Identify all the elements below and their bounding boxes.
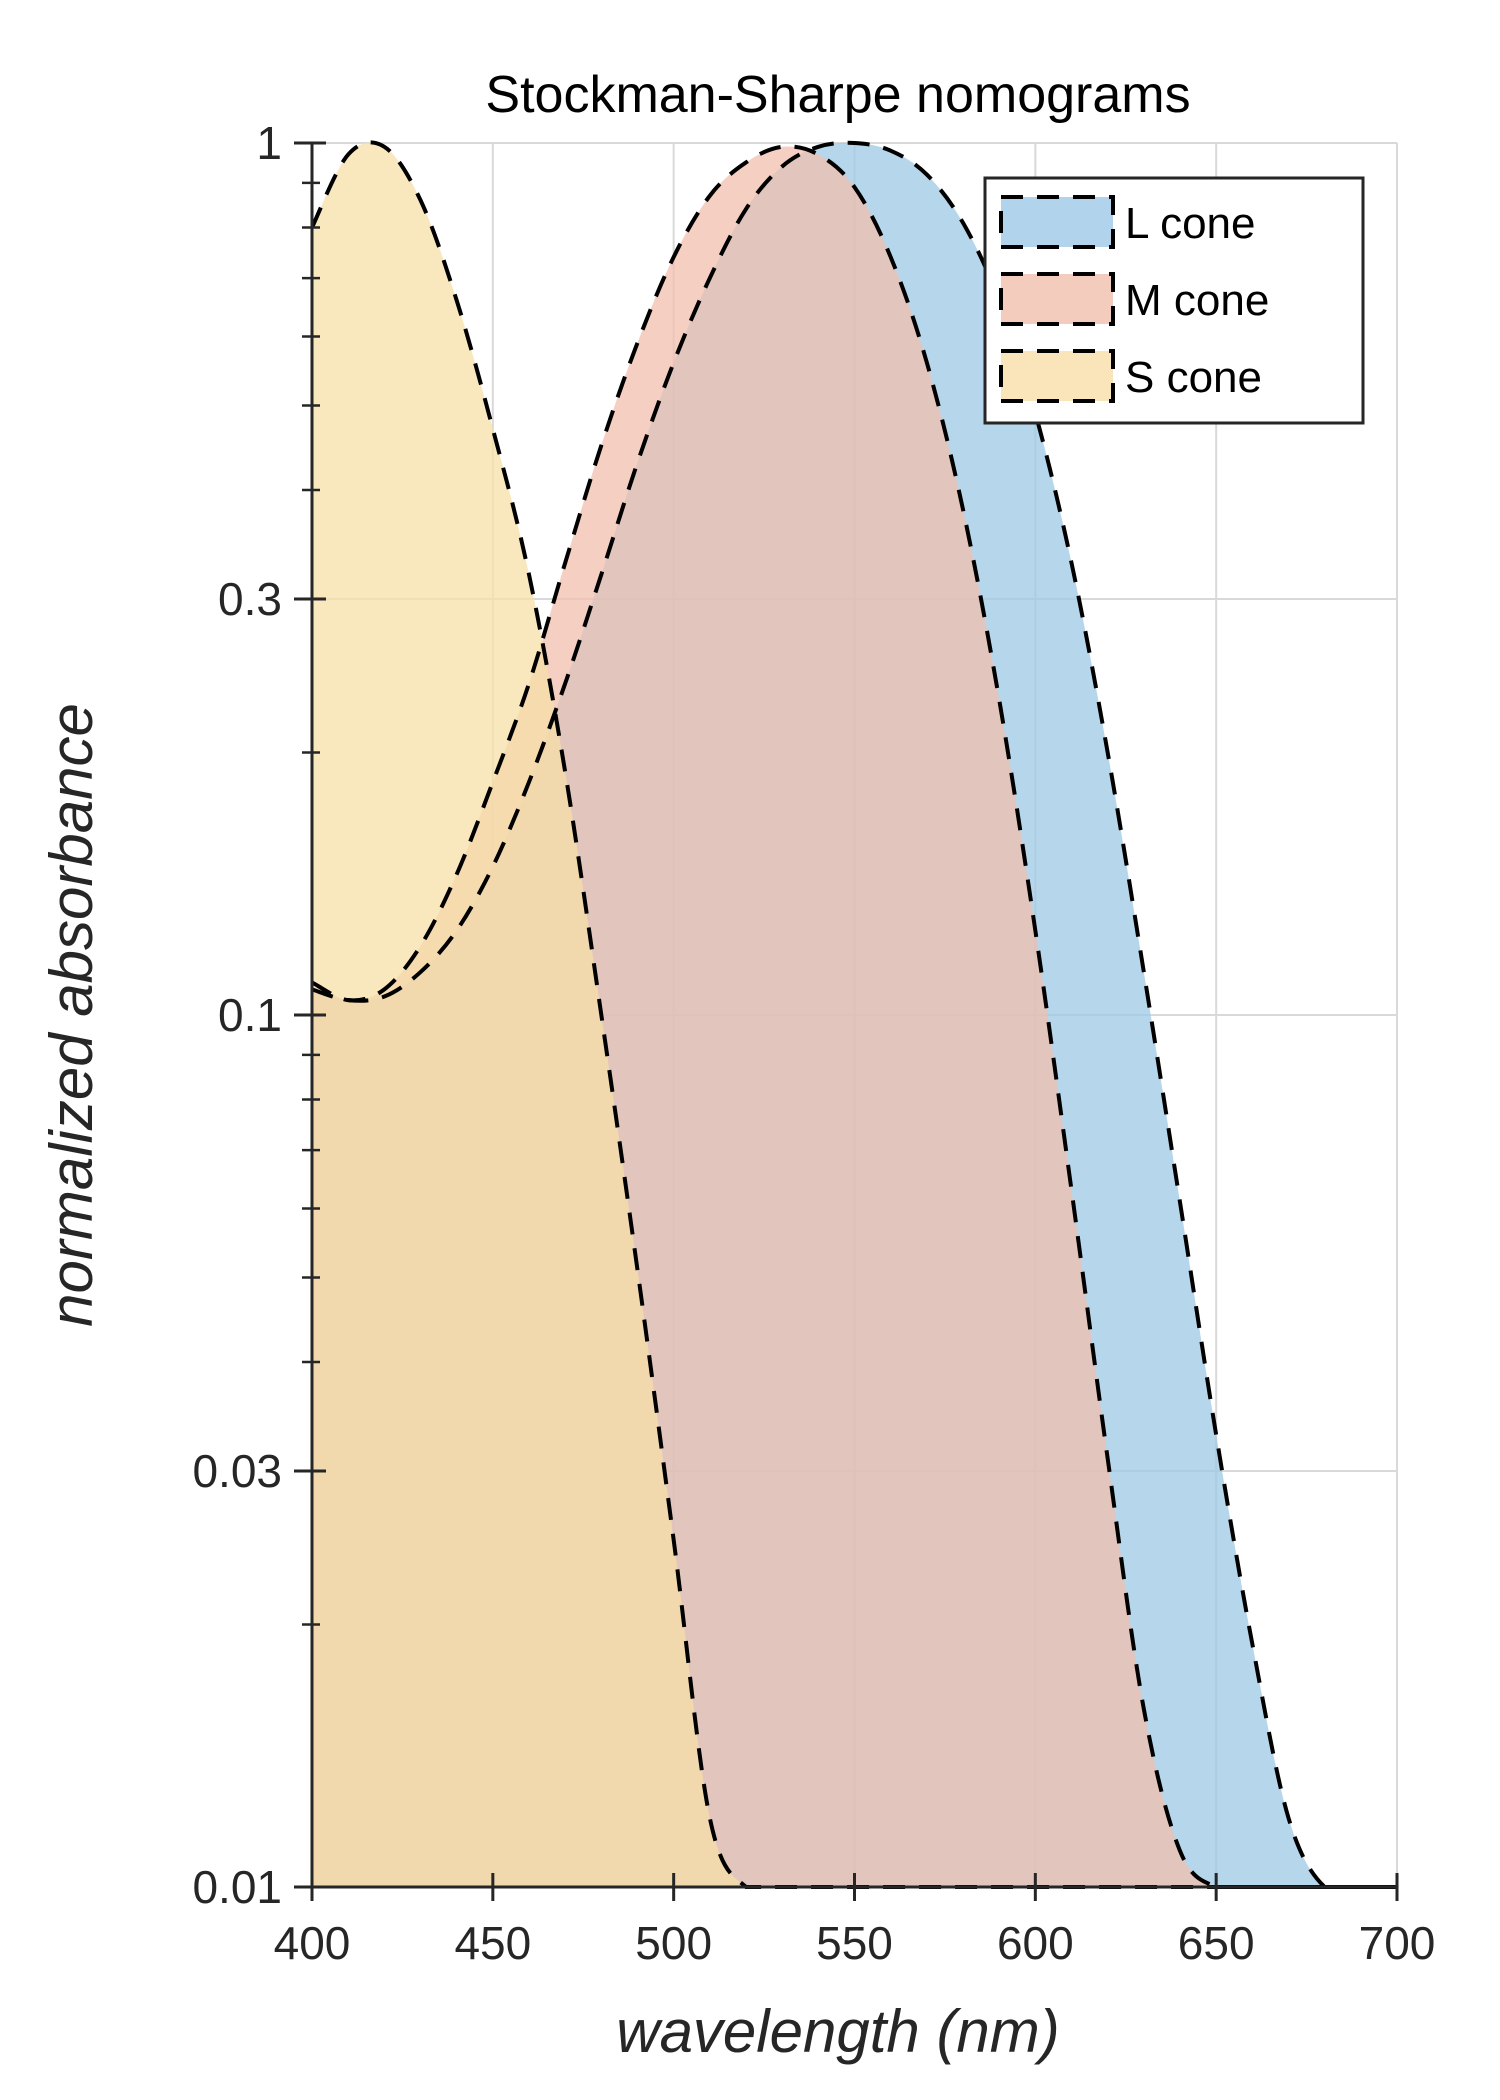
y-tick-label: 0.03 (192, 1445, 282, 1497)
y-tick-label: 0.1 (218, 989, 282, 1041)
x-tick-label: 650 (1178, 1917, 1255, 1969)
x-tick-label: 700 (1359, 1917, 1436, 1969)
chart-title: Stockman-Sharpe nomograms (485, 66, 1190, 124)
line-m-cone (311, 144, 1397, 1889)
legend-label-l-cone: L cone (1125, 199, 1255, 248)
x-tick-label: 400 (274, 1917, 351, 1969)
y-tick-label: 0.01 (192, 1861, 282, 1913)
series-areas (312, 142, 1397, 1888)
legend-swatch-m-cone (999, 272, 1115, 326)
legend-swatch-s-cone (999, 349, 1115, 403)
legend-swatch-l-cone (999, 195, 1115, 249)
y-axis-label: normalized absorbance (38, 703, 105, 1327)
y-tick-label: 1 (256, 117, 282, 169)
x-axis-label: wavelength (nm) (616, 1998, 1060, 2065)
legend: L cone M cone S cone (983, 176, 1365, 425)
axes: 400 450 500 550 600 650 700 0.01 0.03 0.1 0.3 1 (192, 117, 1435, 1969)
x-tick-label: 550 (816, 1917, 893, 1969)
legend-label-s-cone: S cone (1125, 353, 1262, 402)
x-tick-label: 450 (454, 1917, 531, 1969)
area-s-cone (312, 142, 1397, 1887)
legend-label-m-cone: M cone (1125, 276, 1269, 325)
y-tick-label: 0.3 (218, 573, 282, 625)
line-l-cone (311, 140, 1397, 1889)
x-tick-label: 600 (997, 1917, 1074, 1969)
x-tick-label: 500 (635, 1917, 712, 1969)
